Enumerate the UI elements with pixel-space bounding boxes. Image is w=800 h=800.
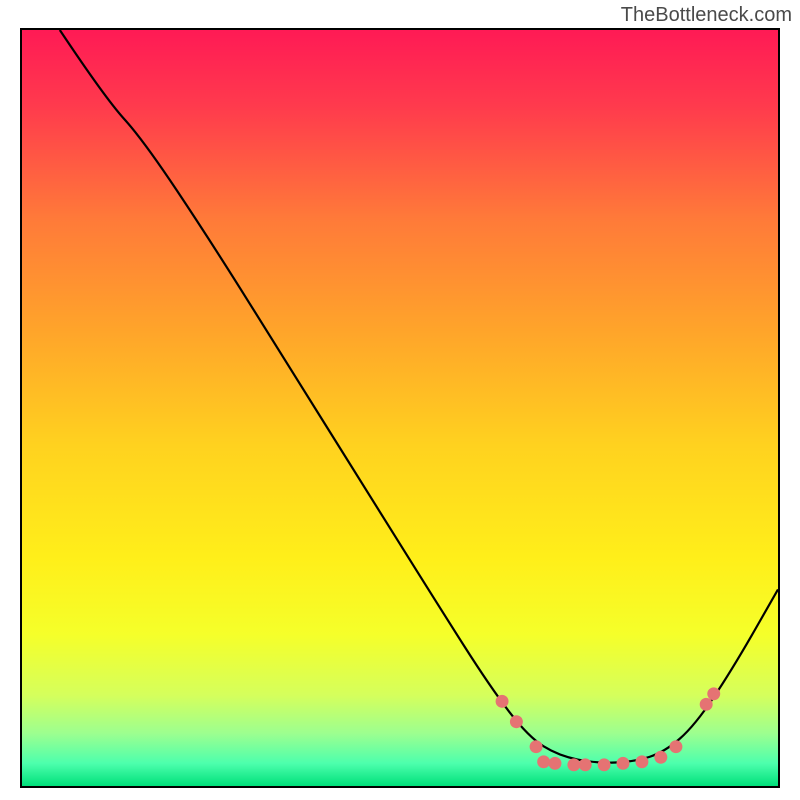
- curve-dot: [654, 751, 667, 764]
- curve-dots: [496, 687, 721, 771]
- curve-dot: [530, 740, 543, 753]
- chart-container: [20, 28, 780, 788]
- curve-dot: [598, 758, 611, 771]
- curve-dot: [537, 755, 550, 768]
- curve-dot: [635, 755, 648, 768]
- curve-dot: [707, 687, 720, 700]
- curve-dot: [700, 698, 713, 711]
- curve-line: [60, 30, 778, 763]
- curve-dot: [510, 715, 523, 728]
- curve-dot: [579, 758, 592, 771]
- curve-dot: [669, 740, 682, 753]
- curve-dot: [549, 757, 562, 770]
- curve-dot: [617, 757, 630, 770]
- watermark-text: TheBottleneck.com: [621, 4, 792, 27]
- curve-dot: [567, 758, 580, 771]
- bottleneck-curve: [22, 30, 778, 786]
- curve-dot: [496, 695, 509, 708]
